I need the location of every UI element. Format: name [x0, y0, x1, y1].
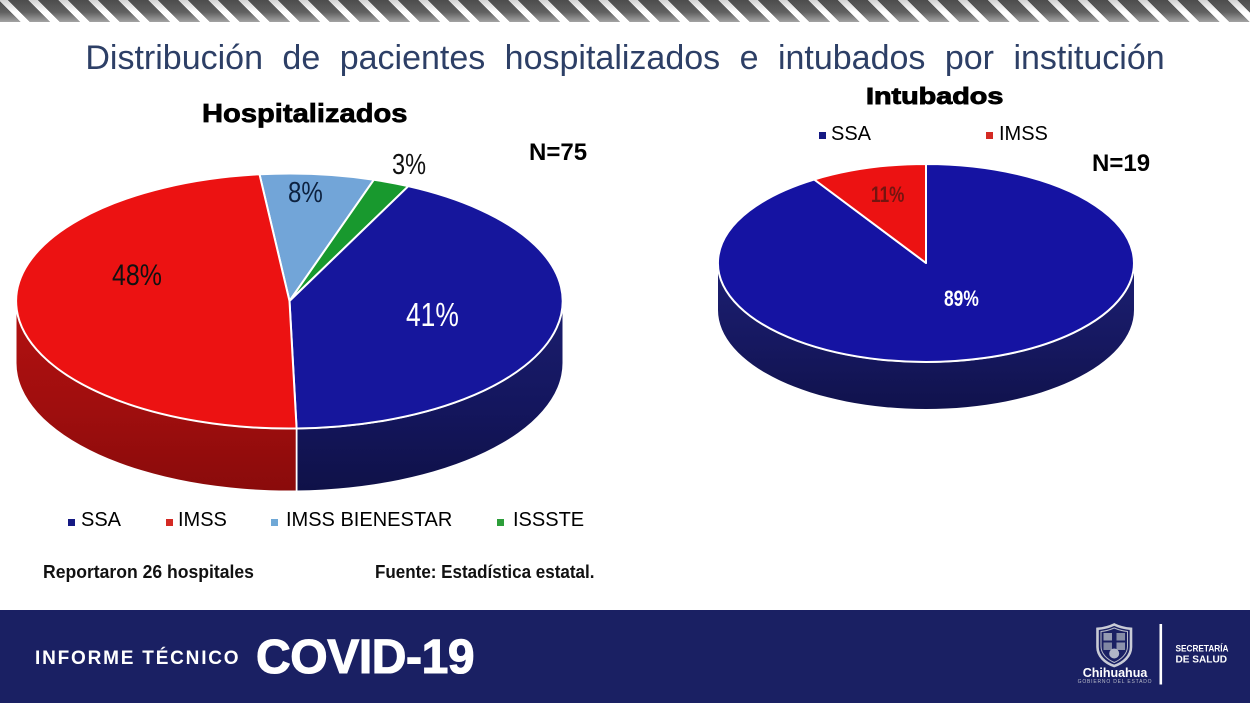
- svg-text:GOBIERNO DEL ESTADO: GOBIERNO DEL ESTADO: [1078, 679, 1153, 685]
- svg-text:Chihuahua: Chihuahua: [1083, 666, 1149, 680]
- svg-text:DE SALUD: DE SALUD: [1176, 655, 1228, 666]
- svg-text:SECRETARÍA: SECRETARÍA: [1176, 644, 1230, 654]
